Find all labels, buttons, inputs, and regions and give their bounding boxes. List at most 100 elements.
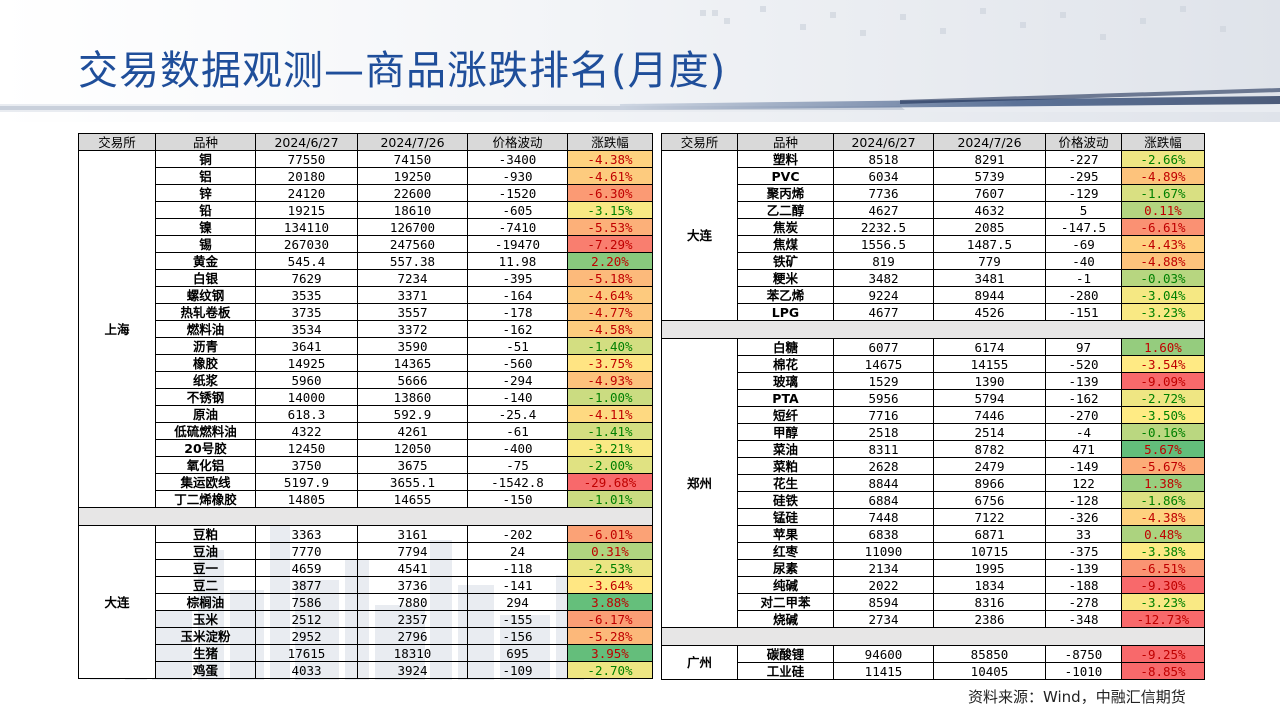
price-end-cell: 1995 [933,559,1046,577]
variety-cell: LPG [737,303,834,321]
price-end-cell: 1390 [933,372,1046,390]
table-row: 铁矿 819 779 -40 -4.88% [662,252,1205,270]
price-change-cell: -25.4 [467,405,568,423]
price-start-cell: 3641 [255,337,358,355]
table-row: 郑州 白糖 6077 6174 97 1.60% [661,338,1205,628]
variety-cell: 菜油 [737,440,834,458]
price-end-cell: 5739 [933,167,1046,185]
pct-change-cell: -8.85% [1121,662,1205,680]
price-change-cell: 471 [1045,440,1122,458]
price-end-cell: 4632 [933,201,1046,219]
price-end-cell: 3371 [357,286,468,304]
price-change-cell: -75 [467,456,568,474]
header-date1: 2024/6/27 [833,133,934,151]
price-end-cell: 7794 [357,542,468,560]
table-row: 热轧卷板 3735 3557 -178 -4.77% [79,303,653,321]
table-row: 红枣 11090 10715 -375 -3.38% [662,542,1205,560]
variety-cell: 豆粕 [155,525,256,543]
variety-cell: 纯碱 [737,576,834,594]
pct-change-cell: -2.66% [1121,150,1205,168]
price-start-cell: 7770 [255,542,358,560]
price-change-cell: -560 [467,354,568,372]
table-row: 玉米淀粉 2952 2796 -156 -5.28% [79,627,653,645]
table-row: 20号胶 12450 12050 -400 -3.21% [79,439,653,457]
table-row: 锌 24120 22600 -1520 -6.30% [79,184,653,202]
price-start-cell: 6884 [833,491,934,509]
price-change-cell: -150 [467,490,568,508]
table-row: 沥青 3641 3590 -51 -1.40% [79,337,653,355]
price-start-cell: 14675 [833,355,934,373]
variety-cell: 集运欧线 [155,473,256,491]
pct-change-cell: -9.30% [1121,576,1205,594]
variety-cell: 锰硅 [737,508,834,526]
header-price-change: 价格波动 [1045,133,1122,151]
price-end-cell: 557.38 [357,252,468,270]
separator-cell [78,507,653,526]
table-row: 黄金 545.4 557.38 11.98 2.20% [79,252,653,270]
table-row: 菜粕 2628 2479 -149 -5.67% [662,457,1205,475]
variety-cell: 焦炭 [737,218,834,236]
table-row: 铝 20180 19250 -930 -4.61% [79,167,653,185]
table-header-row: 交易所 品种 2024/6/27 2024/7/26 价格波动 涨跌幅 [661,133,1205,151]
variety-cell: PTA [737,389,834,407]
price-change-cell: -326 [1045,508,1122,526]
table-row: 花生 8844 8966 122 1.38% [662,474,1205,492]
price-end-cell: 2479 [933,457,1046,475]
group-separator-row [661,627,1205,646]
source-note: 资料来源：Wind，中融汇信期货 [968,688,1186,706]
pct-change-cell: -12.73% [1121,610,1205,628]
variety-cell: 锌 [155,184,256,202]
pct-change-cell: -6.30% [567,184,653,202]
price-change-cell: -151 [1045,303,1122,321]
table-row: 玉米 2512 2357 -155 -6.17% [79,610,653,628]
price-change-cell: 24 [467,542,568,560]
price-change-cell: 33 [1045,525,1122,543]
pct-change-cell: -6.61% [1121,218,1205,236]
pct-change-cell: -3.23% [1121,593,1205,611]
pct-change-cell: -3.54% [1121,355,1205,373]
variety-cell: 短纤 [737,406,834,424]
price-start-cell: 819 [833,252,934,270]
price-change-cell: -930 [467,167,568,185]
table-row: 锰硅 7448 7122 -326 -4.38% [662,508,1205,526]
price-start-cell: 4033 [255,661,358,679]
table-row: 燃料油 3534 3372 -162 -4.58% [79,320,653,338]
price-end-cell: 3481 [933,269,1046,287]
variety-cell: 铝 [155,167,256,185]
price-end-cell: 2386 [933,610,1046,628]
price-change-cell: -400 [467,439,568,457]
price-change-cell: -139 [1045,372,1122,390]
price-change-cell: -280 [1045,286,1122,304]
price-change-cell: -69 [1045,235,1122,253]
header-date2: 2024/7/26 [357,133,468,151]
price-start-cell: 3363 [255,525,358,543]
price-end-cell: 14655 [357,490,468,508]
variety-cell: 粳米 [737,269,834,287]
pct-change-cell: 0.11% [1121,201,1205,219]
pct-change-cell: 0.31% [567,542,653,560]
pct-change-cell: -1.01% [567,490,653,508]
price-change-cell: -520 [1045,355,1122,373]
price-start-cell: 8594 [833,593,934,611]
table-row: 短纤 7716 7446 -270 -3.50% [662,406,1205,424]
variety-cell: 鸡蛋 [155,661,256,679]
price-start-cell: 8518 [833,150,934,168]
price-change-cell: 97 [1045,338,1122,356]
variety-cell: 苹果 [737,525,834,543]
price-start-cell: 545.4 [255,252,358,270]
table-row: 广州 碳酸锂 94600 85850 -8750 -9.25% [661,645,1205,680]
pct-change-cell: -3.38% [1121,542,1205,560]
price-start-cell: 5956 [833,389,934,407]
pct-change-cell: -29.68% [567,473,653,491]
variety-cell: 锡 [155,235,256,253]
price-change-cell: -109 [467,661,568,679]
variety-cell: 焦煤 [737,235,834,253]
pct-change-cell: -6.51% [1121,559,1205,577]
table-row: 纸浆 5960 5666 -294 -4.93% [79,371,653,389]
table-row: 大连 塑料 8518 8291 -227 -2.66% [661,150,1205,321]
table-row: 原油 618.3 592.9 -25.4 -4.11% [79,405,653,423]
price-change-cell: -149 [1045,457,1122,475]
table-row: 丁二烯橡胶 14805 14655 -150 -1.01% [79,490,653,508]
price-end-cell: 3161 [357,525,468,543]
table-row: 生猪 17615 18310 695 3.95% [79,644,653,662]
